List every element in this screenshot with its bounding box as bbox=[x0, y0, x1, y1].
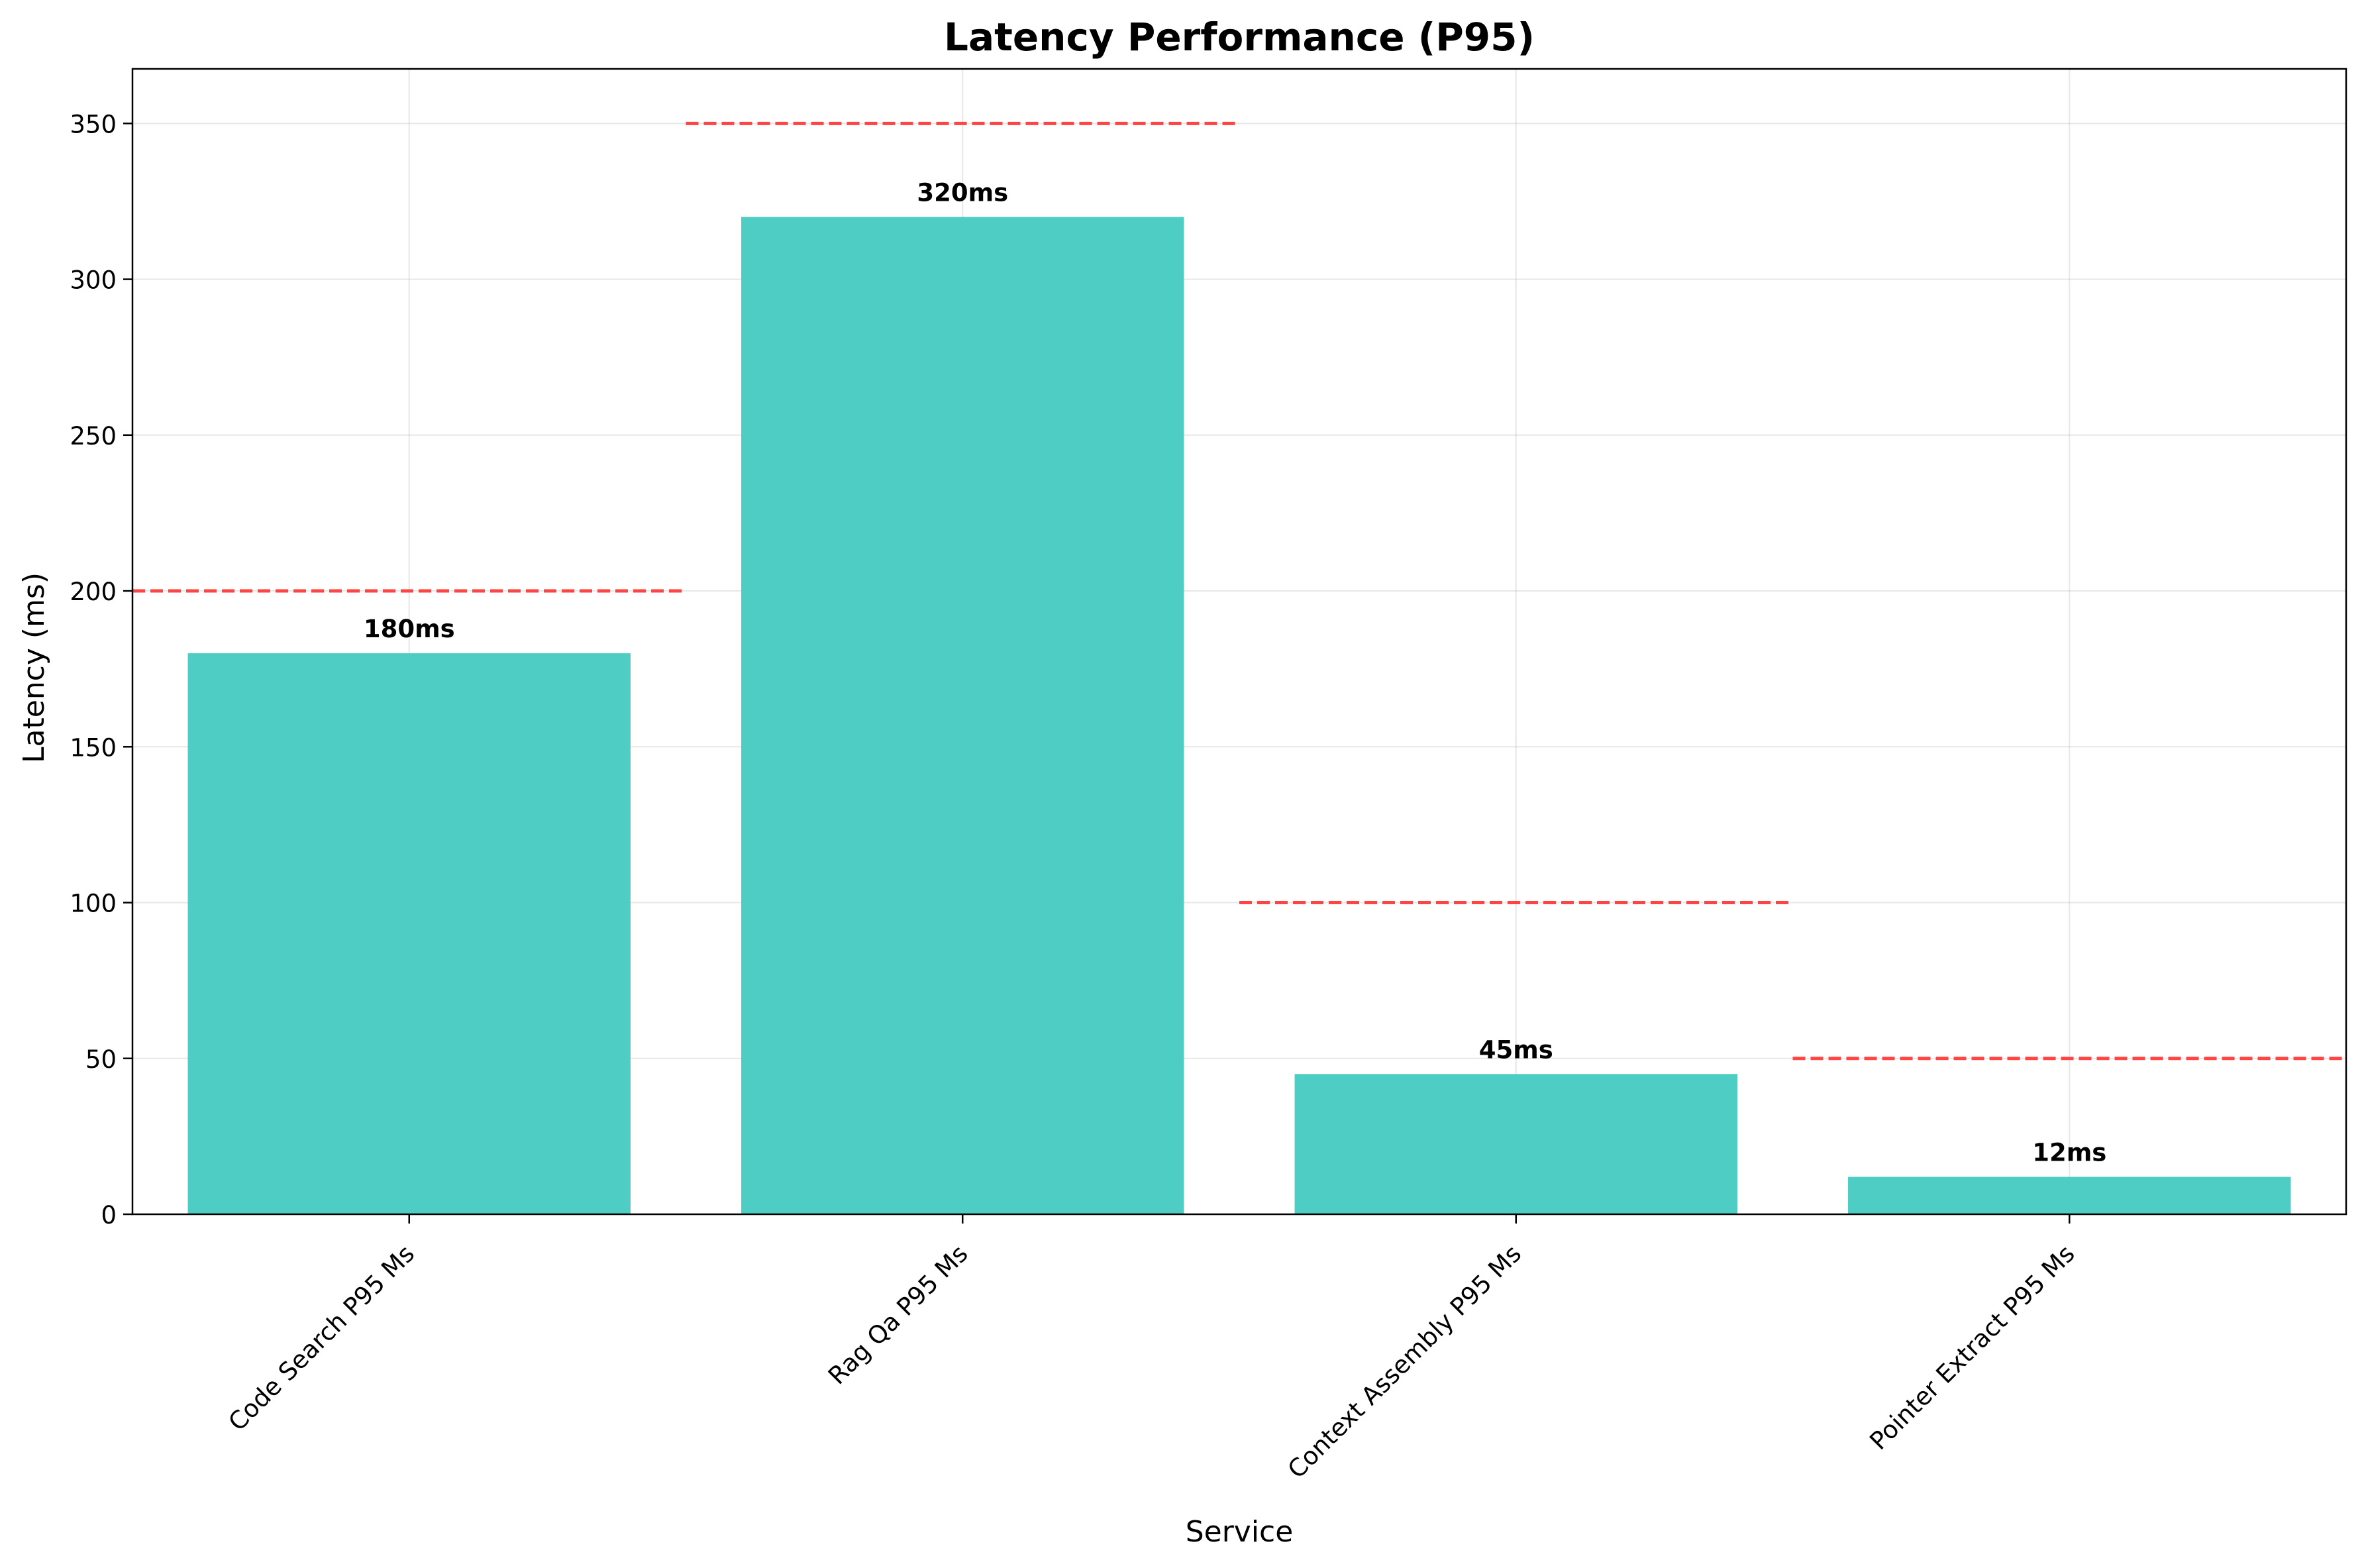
bar-value-label: 180ms bbox=[364, 615, 455, 643]
plot-frame bbox=[131, 68, 2347, 1216]
y-tick-label: 150 bbox=[70, 733, 117, 762]
bar bbox=[187, 653, 631, 1214]
y-tick-label: 250 bbox=[70, 422, 117, 450]
y-tick-label: 50 bbox=[85, 1045, 117, 1074]
bar-value-labels: 180ms 320ms 45ms 12ms bbox=[364, 178, 2106, 1167]
x-axis-label: Service bbox=[1186, 1515, 1294, 1549]
y-axis-ticks: 0 50 100 150 200 250 300 350 bbox=[70, 110, 132, 1229]
y-tick-label: 0 bbox=[101, 1201, 117, 1229]
bar bbox=[741, 217, 1184, 1214]
bar-value-label: 12ms bbox=[2032, 1139, 2106, 1167]
bars bbox=[187, 217, 2291, 1214]
chart-title: Latency Performance (P95) bbox=[944, 15, 1535, 60]
threshold-lines bbox=[132, 121, 2346, 1061]
bar bbox=[1294, 1074, 1737, 1214]
bar-value-label: 45ms bbox=[1479, 1035, 1553, 1064]
y-axis-label: Latency (ms) bbox=[17, 572, 51, 763]
y-tick-label: 200 bbox=[70, 578, 117, 606]
y-tick-label: 300 bbox=[70, 266, 117, 295]
bar-value-label: 320ms bbox=[917, 178, 1008, 207]
y-tick-label: 100 bbox=[70, 890, 117, 918]
bar bbox=[1848, 1176, 2291, 1214]
y-tick-label: 350 bbox=[70, 110, 117, 138]
